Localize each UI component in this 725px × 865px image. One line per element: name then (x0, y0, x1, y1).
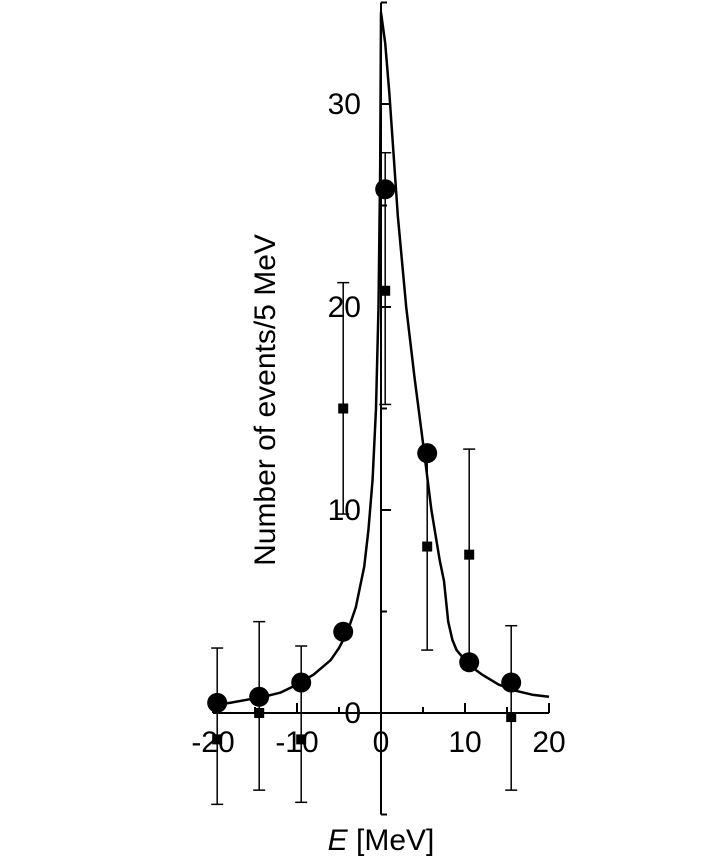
circle-point (417, 443, 438, 464)
circle-point (333, 621, 354, 642)
y-axis-title: Number of events/5 MeV (249, 234, 282, 566)
square-point (422, 541, 433, 552)
y-tick-label: 0 (344, 697, 361, 730)
square-point (464, 549, 475, 560)
circle-point (459, 652, 480, 673)
x-tick-label: 10 (448, 726, 481, 759)
square-point (296, 734, 307, 745)
circle-point (207, 692, 228, 713)
x-tick-label: 20 (532, 726, 565, 759)
x-axis-title-symbol: E (328, 824, 349, 857)
x-tick-label: 0 (373, 726, 390, 759)
circle-point (291, 672, 312, 693)
y-tick-label: 10 (328, 494, 361, 527)
circle-series-layer (207, 179, 522, 713)
circle-point (375, 179, 396, 200)
x-tick-label: -20 (191, 726, 234, 759)
x-axis-title-unit: [MeV] (348, 824, 435, 857)
y-tick-label: 30 (328, 88, 361, 121)
tick-labels: -20 -10 0 10 20 0 10 20 30 (191, 88, 565, 759)
circle-point (249, 686, 270, 707)
square-point (338, 403, 349, 414)
square-point (212, 734, 223, 745)
x-axis-title: E [MeV] (328, 824, 435, 857)
x-tick-label: -10 (275, 726, 318, 759)
square-point (506, 712, 517, 723)
square-point (380, 285, 391, 296)
square-point (254, 708, 265, 718)
circle-point (501, 672, 522, 693)
y-tick-label: 20 (328, 291, 361, 324)
